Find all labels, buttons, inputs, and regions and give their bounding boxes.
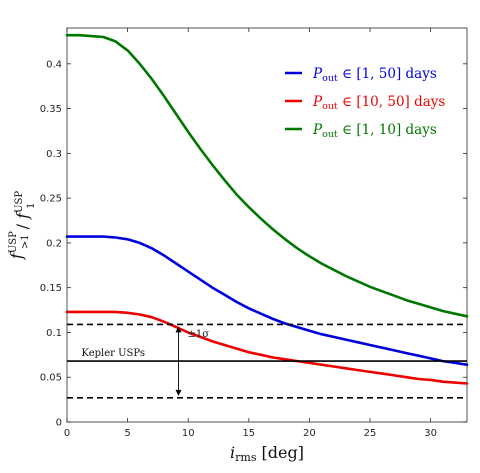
y-tick-label: 0.4 bbox=[46, 59, 62, 70]
series-layer bbox=[65, 33, 469, 385]
sigma-arrow-head-up bbox=[175, 326, 182, 333]
axis-ticks: 0 5 10 15 20 25 30 0 0.05 0.1 0.15 0.2 0.25 0.3 0.35 0.… bbox=[40, 28, 467, 439]
y-axis-label: fUSP>1 / fUSP1 bbox=[7, 191, 37, 260]
y-tick-label: 0 bbox=[56, 418, 62, 429]
annotations: Kepler USPs ±1σ bbox=[67, 323, 467, 399]
kepler-usp-label: Kepler USPs bbox=[82, 348, 145, 359]
legend-label-1: Pout ∈ [1, 50] days bbox=[312, 66, 437, 84]
legend: Pout ∈ [1, 50] days Pout ∈ [10, 50] days P… bbox=[285, 66, 445, 140]
y-tick-label: 0.15 bbox=[40, 283, 62, 294]
legend-label-2: Pout ∈ [10, 50] days bbox=[312, 94, 445, 112]
x-tick-label: 20 bbox=[303, 428, 316, 439]
x-tick-label: 15 bbox=[242, 428, 255, 439]
x-tick-label: 10 bbox=[182, 428, 195, 439]
x-tick-label: 30 bbox=[424, 428, 437, 439]
y-tick-label: 0.1 bbox=[46, 328, 62, 339]
y-tick-label: 0.35 bbox=[40, 104, 62, 115]
sigma-arrow-head-down bbox=[175, 389, 182, 396]
x-tick-label: 5 bbox=[124, 428, 130, 439]
axis-labels: irms [deg] fUSP>1 / fUSP1 bbox=[7, 191, 304, 464]
x-tick-label: 0 bbox=[64, 428, 70, 439]
series-line-3 bbox=[65, 33, 469, 318]
x-tick-label: 25 bbox=[364, 428, 377, 439]
series-line-2 bbox=[65, 310, 469, 385]
y-tick-label: 0.05 bbox=[40, 373, 62, 384]
x-axis-label: irms [deg] bbox=[230, 443, 304, 464]
y-tick-label: 0.3 bbox=[46, 149, 62, 160]
series-line-1 bbox=[65, 235, 469, 367]
y-tick-label: 0.25 bbox=[40, 194, 62, 205]
sigma-label: ±1σ bbox=[188, 329, 210, 340]
legend-label-3: Pout ∈ [1, 10] days bbox=[312, 122, 437, 140]
y-tick-label: 0.2 bbox=[46, 238, 62, 249]
